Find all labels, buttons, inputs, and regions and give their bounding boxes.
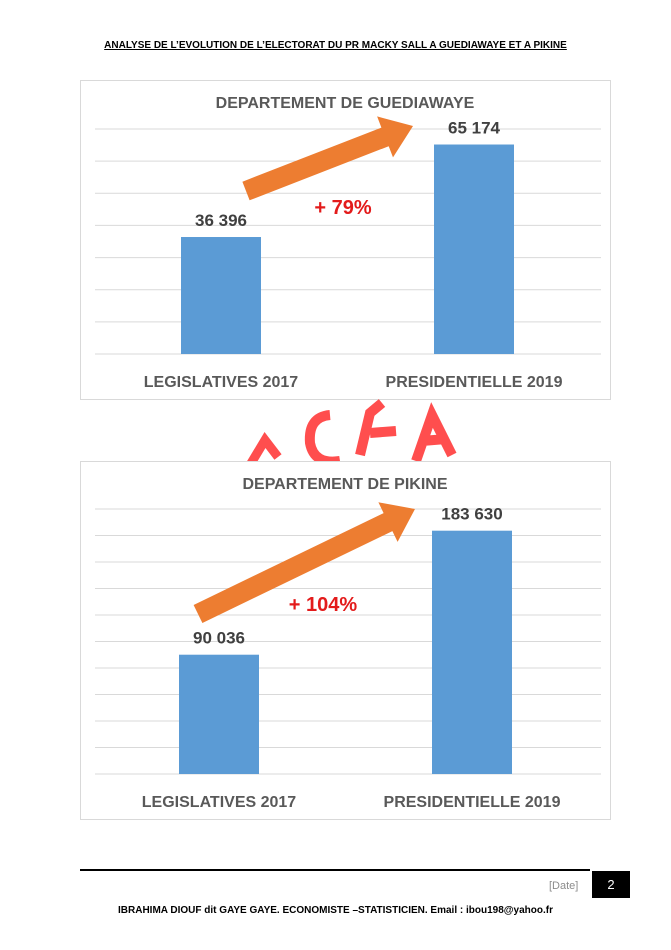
document-header: ANALYSE DE L’EVOLUTION DE L’ELECTORAT DU… [104,40,567,51]
growth-arrow-shape [242,116,413,201]
category-label-presidentielle: PRESIDENTIELLE 2019 [386,374,563,391]
growth-arrow [242,116,413,201]
chart-guediawaye-svg: DEPARTEMENT DE GUEDIAWAYE 36 396 65 174 … [95,95,601,391]
data-label-presidentielle: 65 174 [448,119,501,138]
category-label-legislatives: LEGISLATIVES 2017 [144,374,299,391]
growth-arrow-shape [193,502,415,623]
bar-legislatives [181,237,261,354]
bars [179,530,512,774]
bar-presidentielle [434,144,514,354]
chart-pikine: DEPARTEMENT DE PIKINE 90 036 183 630 + 1… [80,461,611,820]
category-label-legislatives: LEGISLATIVES 2017 [142,794,297,811]
chart-title: DEPARTEMENT DE PIKINE [242,476,447,493]
footer-date: [Date] [549,880,579,892]
chart-guediawaye: DEPARTEMENT DE GUEDIAWAYE 36 396 65 174 … [80,80,611,400]
data-label-legislatives: 90 036 [193,629,245,648]
gridlines [95,128,601,355]
bar-presidentielle [432,530,512,774]
chart-pikine-svg: DEPARTEMENT DE PIKINE 90 036 183 630 + 1… [95,476,601,811]
growth-label: + 79% [314,197,371,219]
bars [181,144,514,354]
footer-divider [80,869,590,871]
footer-author: IBRAHIMA DIOUF dit GAYE GAYE. ECONOMISTE… [118,905,553,916]
category-label-presidentielle: PRESIDENTIELLE 2019 [384,794,561,811]
data-label-legislatives: 36 396 [195,211,247,230]
data-label-presidentielle: 183 630 [441,505,502,524]
growth-label: + 104% [289,594,358,616]
watermark-stamp [246,399,457,468]
growth-arrow [193,502,415,623]
bar-legislatives [179,654,259,774]
chart-title: DEPARTEMENT DE GUEDIAWAYE [216,95,475,112]
page-number: 2 [592,871,630,898]
